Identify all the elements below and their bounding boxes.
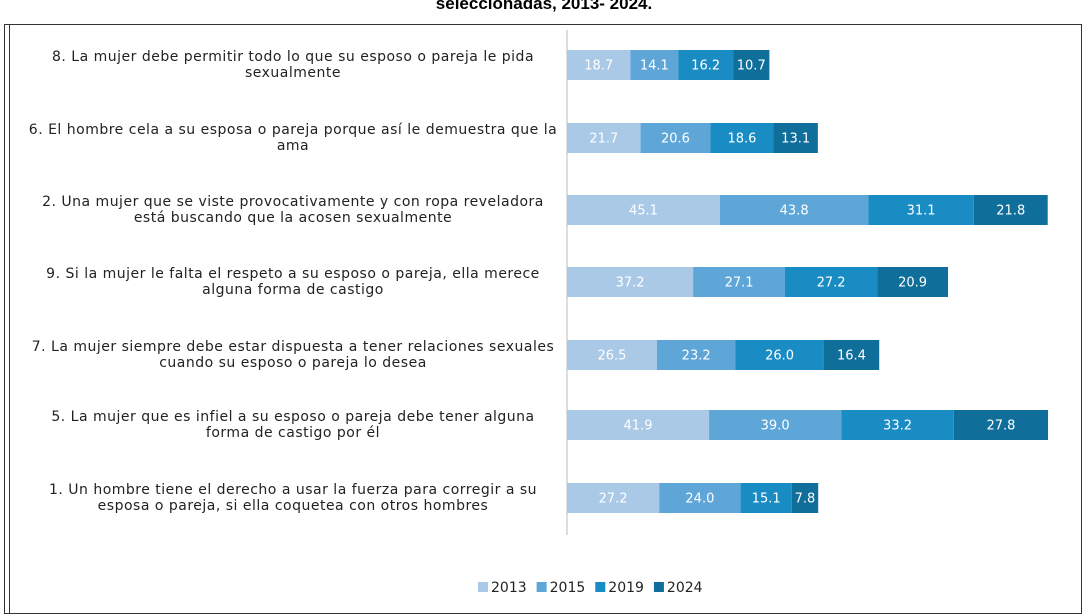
chart-title: seleccionadas, 2013- 2024.: [435, 0, 653, 13]
data-label: 37.2: [616, 276, 645, 291]
data-label: 16.4: [837, 349, 866, 364]
bar-segment: [823, 340, 880, 370]
bar-segment: [678, 50, 734, 80]
data-label: 27.1: [725, 276, 754, 291]
legend-swatch: [536, 582, 547, 592]
legend-label: 2019: [608, 580, 644, 596]
bar-segment: [567, 267, 694, 297]
bar-segment: [740, 483, 792, 513]
data-label: 33.2: [883, 419, 912, 434]
bar-segment: [693, 267, 785, 297]
data-label: 13.1: [781, 132, 810, 147]
bar-segment: [784, 267, 878, 297]
category-label: 7. La mujer siempre debe estar dispuesta…: [31, 339, 555, 371]
data-label: 27.2: [817, 276, 846, 291]
data-label: 21.8: [996, 204, 1025, 219]
bar-segment: [877, 267, 949, 297]
legend-label: 2013: [491, 580, 527, 596]
legend-swatch: [653, 582, 664, 592]
data-label: 39.0: [761, 419, 790, 434]
data-label: 23.2: [682, 349, 711, 364]
category-label: 6. El hombre cela a su esposa o pareja p…: [28, 122, 558, 154]
data-label: 10.7: [737, 59, 766, 74]
data-label: 15.1: [752, 492, 781, 507]
bar-segment: [656, 340, 736, 370]
bar-segment: [735, 340, 824, 370]
bar-segment: [973, 195, 1048, 225]
bar-segment: [841, 410, 954, 440]
category-label: 8. La mujer debe permitir todo lo que su…: [51, 49, 535, 81]
category-label: 5. La mujer que es infiel a su esposo o …: [51, 409, 535, 441]
bar-segment: [719, 195, 869, 225]
bar-segment: [709, 410, 842, 440]
data-label: 14.1: [640, 59, 669, 74]
data-label: 20.9: [898, 276, 927, 291]
frame-line: [9, 24, 10, 614]
legend-swatch: [478, 582, 488, 592]
category-label: 9. Si la mujer le falta el respeto a su …: [46, 266, 540, 298]
data-label: 26.0: [765, 349, 794, 364]
data-label: 26.5: [597, 349, 626, 364]
category-label: 1. Un hombre tiene el derecho a usar la …: [48, 482, 538, 514]
bar-segment: [567, 123, 641, 153]
bar-segment: [567, 410, 710, 440]
bar-segment: [567, 483, 660, 513]
data-label: 18.6: [727, 132, 756, 147]
data-label: 21.7: [589, 132, 618, 147]
data-label: 20.6: [661, 132, 690, 147]
data-label: 27.8: [986, 419, 1015, 434]
bar-segment: [733, 50, 770, 80]
bar-segment: [710, 123, 774, 153]
legend-swatch: [595, 582, 606, 592]
bar-segment: [630, 50, 679, 80]
bar-segment: [567, 195, 720, 225]
legend-label: 2024: [667, 580, 703, 596]
data-label: 41.9: [624, 419, 653, 434]
bar-segment: [659, 483, 741, 513]
bar-segment: [868, 195, 974, 225]
data-label: 7.8: [795, 492, 816, 507]
data-label: 16.2: [691, 59, 720, 74]
data-label: 45.1: [629, 204, 658, 219]
data-label: 18.7: [584, 59, 613, 74]
bar-segment: [640, 123, 711, 153]
category-label: 2. Una mujer que se viste provocativamen…: [42, 194, 544, 226]
bar-segment: [953, 410, 1049, 440]
bar-segment: [567, 340, 657, 370]
bar-segment: [773, 123, 818, 153]
data-label: 27.2: [599, 492, 628, 507]
data-label: 31.1: [907, 204, 936, 219]
data-label: 43.8: [780, 204, 809, 219]
data-label: 24.0: [685, 492, 714, 507]
bar-segment: [791, 483, 819, 513]
bar-segment: [567, 50, 631, 80]
legend-label: 2015: [550, 580, 586, 596]
